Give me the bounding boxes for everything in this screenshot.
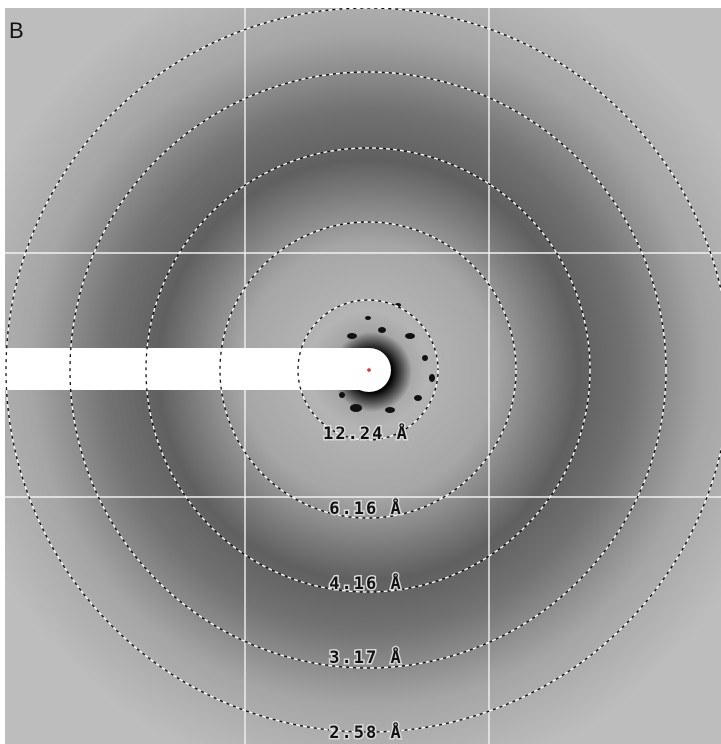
detector-image: 12.24 Å 6.16 Å 4.16 Å 3.17 Å 2.58 Å xyxy=(5,8,721,744)
ring-label: 2.58 Å xyxy=(329,720,402,743)
ring-label: 12.24 Å xyxy=(323,421,409,444)
panel-label: B xyxy=(9,18,24,43)
beam-stop xyxy=(5,348,391,392)
ring-label: 4.16 Å xyxy=(329,571,402,594)
ring-label: 3.17 Å xyxy=(329,645,402,668)
beam-center xyxy=(367,368,371,372)
ring-label: 6.16 Å xyxy=(329,496,402,519)
resolution-rings xyxy=(5,8,721,733)
